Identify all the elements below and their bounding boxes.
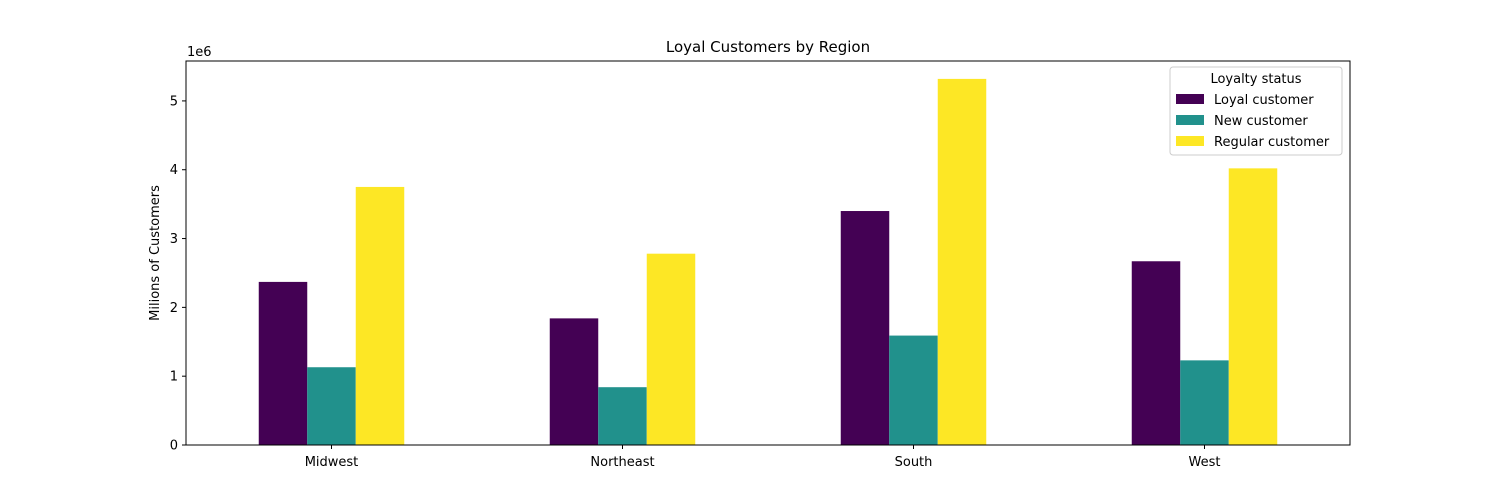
y-tick-label: 5	[170, 94, 178, 109]
y-tick-label: 2	[170, 301, 178, 316]
bar-south-regular-customer	[937, 78, 987, 446]
ticks-layer: 0 1 2 3 4 5 Midwest Northeast South West	[170, 94, 1221, 470]
legend-items: Loyal customer New customer Regular custom…	[1176, 93, 1330, 150]
legend-box	[1169, 66, 1343, 156]
y-offset-label: 1e6	[187, 45, 212, 60]
legend-title: Loyalty status	[1210, 72, 1301, 87]
y-axis-title: Milions of Customers	[148, 185, 163, 321]
y-tick-label: 3	[170, 232, 178, 247]
bars-layer	[258, 78, 1278, 446]
plot-frame	[185, 60, 1351, 446]
bar-northeast-new-customer	[598, 387, 647, 445]
bar-west-loyal-customer	[1131, 261, 1181, 445]
x-tick-label: Northeast	[590, 455, 654, 470]
legend: Loyalty status Loyal customer New custome…	[1169, 66, 1343, 156]
x-tick-label: South	[895, 455, 933, 470]
x-tick-label: Midwest	[305, 455, 359, 470]
y-tick-label: 0	[170, 439, 178, 454]
bar-northeast-regular-customer	[646, 253, 696, 445]
bar-west-regular-customer	[1228, 168, 1278, 445]
chart-title: Loyal Customers by Region	[666, 38, 870, 56]
bar-northeast-loyal-customer	[549, 318, 599, 445]
x-tick-label: West	[1189, 455, 1221, 470]
bar-west-new-customer	[1180, 360, 1229, 445]
bar-midwest-loyal-customer	[258, 281, 308, 445]
legend-label-regular-customer: Regular customer	[1214, 135, 1330, 150]
y-tick-label: 4	[170, 163, 178, 178]
bar-midwest-new-customer	[307, 367, 356, 445]
bar-south-loyal-customer	[840, 211, 890, 445]
y-tick-label: 1	[170, 370, 178, 385]
legend-label-new-customer: New customer	[1214, 114, 1308, 129]
legend-swatch-loyal-customer	[1176, 94, 1204, 104]
bar-midwest-regular-customer	[355, 186, 405, 445]
legend-swatch-new-customer	[1176, 115, 1204, 125]
legend-label-loyal-customer: Loyal customer	[1214, 93, 1314, 108]
bar-south-new-customer	[889, 335, 938, 445]
legend-swatch-regular-customer	[1176, 136, 1204, 146]
